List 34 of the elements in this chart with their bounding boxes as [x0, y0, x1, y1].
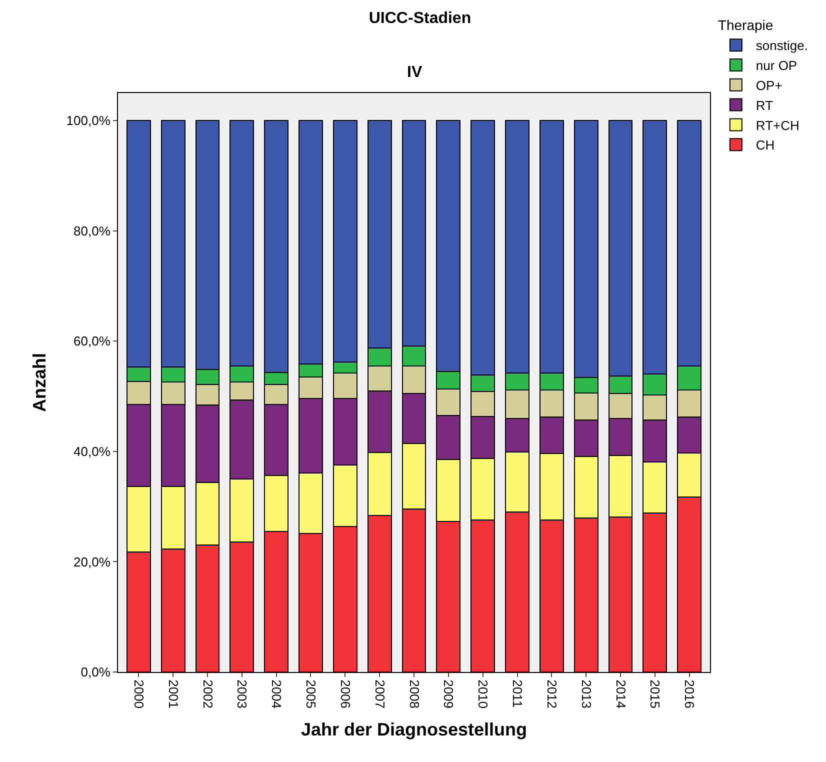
legend-label: RT+CH: [756, 118, 800, 133]
x-tick-label: 2005: [304, 680, 319, 709]
y-tick-label: 20,0%: [74, 554, 111, 570]
x-tick-label: 2015: [648, 680, 663, 709]
x-tick-label: 2011: [510, 680, 526, 708]
legend-label: sonstige.: [756, 38, 808, 54]
x-tick-label: 2003: [234, 680, 250, 709]
y-tick-label: 100,0%: [66, 113, 111, 128]
x-tick-label: 2006: [338, 680, 353, 709]
legend-label: RT: [756, 98, 774, 113]
x-tick-label: 2009: [441, 680, 456, 709]
legend-label: nur OP: [756, 58, 798, 74]
x-tick-label: 2013: [578, 680, 594, 709]
y-tick-label: 40,0%: [74, 444, 111, 459]
x-tick-label: 2004: [269, 680, 284, 709]
x-tick-label: 2000: [131, 680, 146, 709]
x-tick-label: 2014: [613, 680, 628, 709]
x-tick-label: 2002: [200, 680, 216, 709]
chart-subtitle: IV: [407, 64, 422, 81]
x-tick-label: 2001: [166, 680, 181, 709]
legend-label: CH: [756, 138, 775, 153]
legend-title: Therapie: [718, 17, 774, 34]
y-tick-label: 0,0%: [80, 664, 111, 680]
x-axis-title: Jahr der Diagnosestellung: [300, 720, 528, 740]
x-tick-label: 2008: [406, 680, 422, 709]
legend-label: OP+: [756, 78, 782, 93]
chart-title: UICC-Stadien: [368, 10, 472, 28]
x-tick-label: 2010: [476, 680, 491, 709]
y-tick-label: 80,0%: [74, 223, 111, 238]
x-tick-label: 2012: [544, 680, 560, 709]
y-tick-label: 60,0%: [74, 334, 111, 349]
y-axis-title: Anzahl: [30, 352, 50, 412]
x-tick-label: 2016: [682, 680, 698, 709]
x-tick-label: 2007: [372, 680, 388, 709]
